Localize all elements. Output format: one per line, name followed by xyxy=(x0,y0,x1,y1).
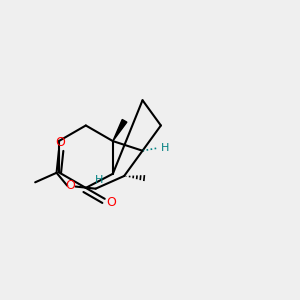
Polygon shape xyxy=(113,119,127,141)
Text: H: H xyxy=(95,175,104,185)
Text: O: O xyxy=(55,136,65,149)
Text: H: H xyxy=(160,143,169,153)
Text: O: O xyxy=(65,179,75,193)
Text: O: O xyxy=(106,196,116,209)
